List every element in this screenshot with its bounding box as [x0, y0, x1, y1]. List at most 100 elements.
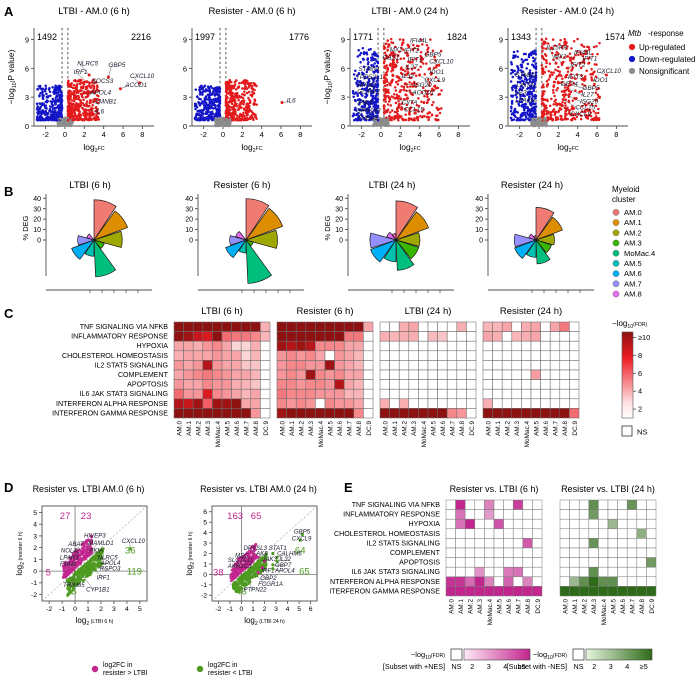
svg-text:ACOD1: ACOD1 [124, 82, 147, 89]
panel-a: A LTBI - AM.0 (6 h) 1492 2216 0 3 6 9 -2 0 2 4 6 8 lo… [0, 0, 700, 172]
svg-text:log2FC: log2FC [557, 142, 578, 154]
panel-b-letter: B [4, 184, 14, 199]
svg-text:CXCL9: CXCL9 [570, 111, 591, 118]
svg-text:2: 2 [398, 130, 402, 139]
svg-text:2216: 2216 [131, 32, 151, 42]
svg-text:ISG20: ISG20 [414, 82, 433, 89]
svg-text:1492: 1492 [37, 32, 57, 42]
svg-text:LTBI (6 h): LTBI (6 h) [201, 306, 243, 317]
svg-text:log2 (resister 6 h): log2 (resister 6 h) [15, 531, 26, 575]
svg-text:5: 5 [33, 510, 37, 517]
svg-text:TNF SIGNALING VIA NFKB: TNF SIGNALING VIA NFKB [80, 323, 169, 331]
panel-d: D Resister vs. LTBI AM.0 (6 h) -2 -1 0 1 2 3 4 5… [0, 472, 340, 692]
svg-text:2: 2 [556, 130, 560, 139]
svg-text:AM.8: AM.8 [356, 421, 363, 436]
svg-text:AM.2: AM.2 [299, 421, 306, 436]
svg-text:6: 6 [499, 64, 503, 73]
svg-text:AM.8: AM.8 [459, 421, 466, 436]
svg-text:IL6: IL6 [95, 108, 104, 115]
svg-text:CXCL10: CXCL10 [122, 538, 146, 545]
svg-text:4: 4 [125, 606, 129, 613]
svg-text:AM.3: AM.3 [205, 421, 212, 436]
svg-text:NLRC5: NLRC5 [77, 60, 98, 67]
svg-text:GPR183: GPR183 [356, 107, 381, 114]
svg-text:0: 0 [479, 238, 483, 245]
svg-text:DC.9: DC.9 [469, 421, 476, 436]
svg-text:-2: -2 [200, 130, 207, 139]
panel-d-letter: D [4, 480, 14, 495]
svg-text:6: 6 [341, 64, 345, 73]
svg-text:1776: 1776 [289, 32, 309, 42]
svg-text:1771: 1771 [353, 32, 373, 42]
svg-text:0: 0 [25, 122, 29, 131]
svg-text:AM.7: AM.7 [347, 421, 354, 436]
svg-text:0: 0 [240, 606, 244, 613]
svg-text:Nonsignificant: Nonsignificant [639, 67, 690, 76]
svg-text:2: 2 [33, 545, 37, 552]
svg-text:AM.7: AM.7 [244, 421, 251, 436]
svg-text:6: 6 [638, 369, 642, 378]
svg-text:9: 9 [25, 36, 29, 45]
svg-text:INTERFERON ALPHA RESPONSE: INTERFERON ALPHA RESPONSE [56, 400, 168, 408]
svg-text:5: 5 [297, 606, 301, 613]
svg-text:2: 2 [638, 405, 642, 414]
svg-text:4: 4 [286, 606, 290, 613]
svg-text:AM.5: AM.5 [624, 259, 642, 268]
svg-text:0: 0 [341, 122, 345, 131]
svg-text:AM.8: AM.8 [624, 290, 642, 299]
svg-text:THBS1: THBS1 [357, 115, 378, 122]
svg-text:AM.1: AM.1 [495, 421, 502, 436]
svg-text:23: 23 [81, 511, 92, 522]
svg-text:log2 (LTBI 6 h): log2 (LTBI 6 h) [76, 616, 114, 627]
svg-text:6: 6 [183, 64, 187, 73]
svg-text:DC.9: DC.9 [263, 421, 270, 436]
panel-a-letter: A [4, 4, 14, 19]
svg-text:-2: -2 [201, 593, 207, 600]
svg-text:6: 6 [25, 64, 29, 73]
svg-text:3: 3 [112, 606, 116, 613]
svg-text:Resister - AM.0 (24 h): Resister - AM.0 (24 h) [522, 6, 614, 17]
svg-text:AM.3: AM.3 [411, 421, 418, 436]
svg-text:4: 4 [102, 130, 106, 139]
svg-text:1: 1 [251, 606, 255, 613]
svg-text:GBP5: GBP5 [424, 51, 441, 58]
svg-text:AM.7: AM.7 [624, 279, 642, 288]
svg-text:0: 0 [33, 568, 37, 575]
svg-text:40: 40 [475, 196, 483, 203]
svg-text:STMN1: STMN1 [358, 66, 380, 73]
svg-text:6: 6 [595, 130, 599, 139]
svg-text:0: 0 [221, 130, 225, 139]
svg-text:log2FC: log2FC [83, 142, 104, 154]
svg-text:AM.5: AM.5 [533, 421, 540, 436]
svg-text:STMN1: STMN1 [515, 72, 537, 79]
svg-text:1: 1 [33, 557, 37, 564]
svg-text:1997: 1997 [195, 32, 215, 42]
svg-text:IDO1: IDO1 [429, 69, 444, 76]
svg-text:4: 4 [260, 130, 264, 139]
svg-text:1574: 1574 [605, 32, 625, 42]
svg-text:6: 6 [279, 130, 283, 139]
svg-text:RSPO3: RSPO3 [100, 566, 121, 573]
svg-text:1: 1 [86, 606, 90, 613]
svg-text:MAMLD1: MAMLD1 [88, 540, 113, 547]
svg-text:-2: -2 [46, 606, 52, 613]
svg-text:AM.2: AM.2 [505, 421, 512, 436]
svg-text:IFIT2: IFIT2 [404, 48, 419, 55]
svg-text:IL15RA: IL15RA [546, 45, 567, 52]
svg-text:0: 0 [183, 122, 187, 131]
svg-text:Resister vs. LTBI AM.0 (24 h): Resister vs. LTBI AM.0 (24 h) [200, 484, 317, 494]
svg-text:1343: 1343 [511, 32, 531, 42]
svg-text:-2: -2 [215, 606, 221, 613]
svg-text:cluster: cluster [612, 195, 636, 204]
svg-text:1824: 1824 [447, 32, 467, 42]
svg-text:30: 30 [33, 206, 41, 213]
svg-text:-1: -1 [227, 606, 233, 613]
svg-text:CCL15: CCL15 [404, 106, 424, 113]
svg-text:Up-regulated: Up-regulated [639, 43, 685, 52]
svg-text:AM.5: AM.5 [430, 421, 437, 436]
svg-text:LTBI (24 h): LTBI (24 h) [369, 180, 416, 191]
svg-text:LTBI - AM.0 (24 h): LTBI - AM.0 (24 h) [372, 6, 449, 17]
svg-text:10: 10 [335, 227, 343, 234]
svg-text:INFLAMMATORY RESPONSE: INFLAMMATORY RESPONSE [71, 333, 168, 341]
